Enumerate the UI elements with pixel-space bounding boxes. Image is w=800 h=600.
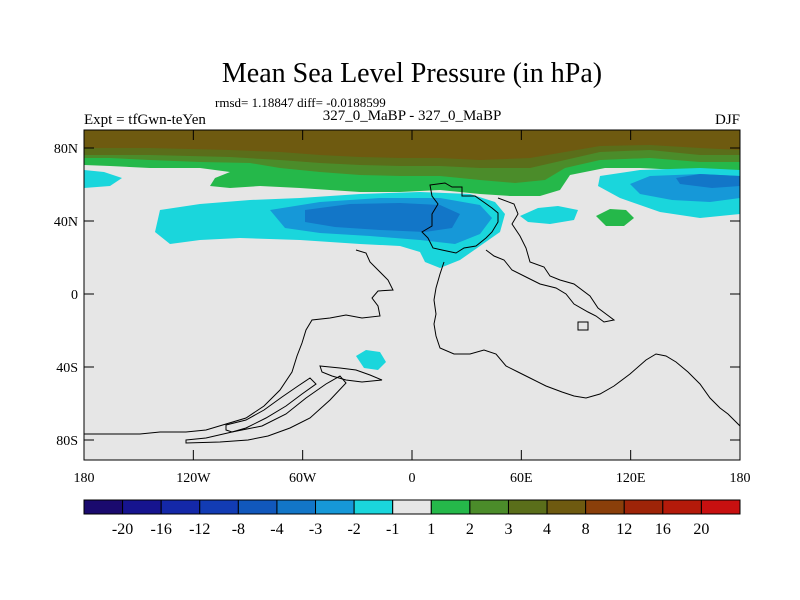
- experiment-label: Expt = tfGwn-teYen: [84, 112, 206, 128]
- colorbar-label: 12: [616, 521, 632, 538]
- island-arc-2-outline: [225, 377, 317, 433]
- colorbar-label: -1: [386, 521, 399, 538]
- colorbar-label: 1: [427, 521, 435, 538]
- field-darkblue-northpacific: [676, 174, 740, 188]
- field-cyan-central-asia: [520, 206, 578, 224]
- colorbar-label: -8: [232, 521, 245, 538]
- x-tick-label: 120W: [176, 471, 211, 486]
- x-tick-label: 60W: [289, 471, 317, 486]
- plot-area: [84, 130, 740, 460]
- y-tick-label: 80N: [54, 142, 78, 157]
- colorbar-box: [700, 499, 741, 515]
- comparison-label: 327_0_MaBP - 327_0_MaBP: [323, 108, 502, 124]
- season-label: DJF: [715, 112, 740, 128]
- colorbar-label: 2: [466, 521, 474, 538]
- colorbar-label: -12: [189, 521, 210, 538]
- colorbar-box: [237, 499, 278, 515]
- field-darkblue-atlantic: [305, 203, 460, 232]
- colorbar-label: 20: [693, 521, 709, 538]
- colorbar-box: [585, 499, 625, 515]
- central-america-outline: [84, 249, 394, 435]
- x-axis: 180 120W 60W 0 60E 120E 180: [74, 130, 751, 486]
- colorbar-box: [546, 499, 587, 515]
- field-cyan-westpacific: [84, 170, 122, 188]
- field-green-central-asia: [596, 209, 634, 226]
- colorbar-box: [83, 499, 124, 515]
- colorbar-box: [469, 499, 509, 515]
- x-tick-label: 180: [730, 471, 751, 486]
- colorbar-label: -20: [112, 521, 133, 538]
- colorbar: -20 -16 -12 -8 -4 -3 -2 -1 1 2 3 4 8 12 16 20: [83, 499, 741, 538]
- colorbar-label: 3: [504, 521, 512, 538]
- x-tick-label: 120E: [616, 471, 646, 486]
- y-axis: 80N 40N 0 40S 80S: [54, 142, 740, 449]
- colorbar-box: [276, 499, 317, 515]
- colorbar-box: [315, 499, 355, 515]
- colorbar-label: 8: [582, 521, 590, 538]
- colorbar-box: [160, 499, 201, 515]
- colorbar-box: [430, 499, 471, 515]
- colorbar-box: [353, 499, 394, 515]
- colorbar-label: -4: [270, 521, 283, 538]
- colorbar-box: [199, 499, 239, 515]
- eurasia-outline: [485, 197, 616, 323]
- colorbar-box: [122, 499, 162, 515]
- colorbar-box: [623, 499, 664, 515]
- y-tick-label: 80S: [56, 434, 78, 449]
- y-tick-label: 40S: [56, 361, 78, 376]
- north-america-outline: [421, 182, 499, 254]
- field-brown-north: [84, 130, 740, 160]
- chart-subtitle: rmsd= 1.18847 diff= -0.0188599: [215, 95, 386, 110]
- colorbar-label: -3: [309, 521, 322, 538]
- chart-title: Mean Sea Level Pressure (in hPa): [222, 58, 602, 89]
- x-tick-label: 180: [74, 471, 95, 486]
- africa-outline: [433, 261, 740, 427]
- colorbar-label: -2: [347, 521, 360, 538]
- y-tick-label: 0: [71, 288, 78, 303]
- x-tick-label: 0: [409, 471, 416, 486]
- south-america-outline: [319, 365, 383, 383]
- colorbar-label: -16: [151, 521, 172, 538]
- colorbar-box: [507, 499, 548, 515]
- continent-outlines: [84, 182, 740, 444]
- colorbar-label: 4: [543, 521, 551, 538]
- field-cyan-south-atlantic: [356, 350, 386, 370]
- y-tick-label: 40N: [54, 215, 78, 230]
- colorbar-label: 16: [655, 521, 671, 538]
- x-tick-label: 60E: [510, 471, 533, 486]
- small-island-outline: [577, 321, 589, 331]
- colorbar-box: [662, 499, 702, 515]
- colorbar-box: [392, 499, 432, 515]
- island-arc-1-outline: [185, 375, 347, 444]
